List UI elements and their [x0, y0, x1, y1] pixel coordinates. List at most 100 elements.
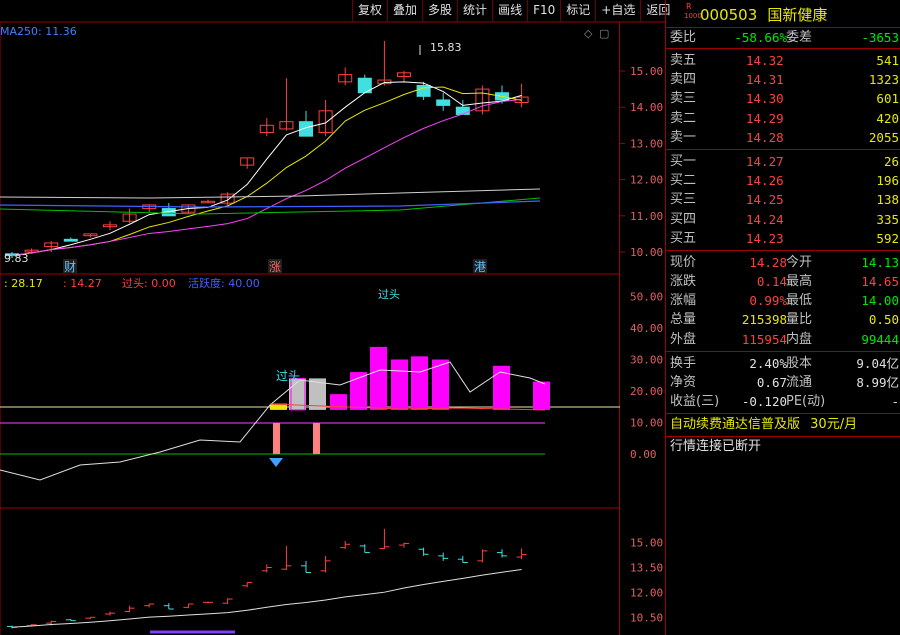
ask-price: 14.31 [746, 72, 784, 88]
ma250-label: MA250: 11.36 [0, 25, 77, 38]
candle-body [103, 224, 117, 228]
ask-price: 14.29 [746, 110, 784, 126]
indicator-cut-label: 过头 [378, 288, 400, 301]
candle-body [24, 249, 39, 253]
indicator-bar [533, 381, 550, 410]
finance-row: 净资 0.67 流通 8.99亿 [666, 373, 900, 392]
diff-label: 委差 [786, 30, 813, 45]
quote-value: 0.99% [749, 293, 787, 309]
promo-banner[interactable]: 自动续费通达信普及版 30元/月 [666, 414, 900, 438]
toolbar-button-5[interactable]: F10 [527, 0, 561, 21]
indicator-annotation: 过头 [276, 369, 300, 383]
toolbar-button-6[interactable]: 标记 [560, 0, 596, 21]
candle-body [338, 74, 353, 83]
bid-qty: 592 [876, 230, 899, 246]
indicator-bar [270, 403, 287, 410]
candle-body [455, 106, 470, 115]
ask-qty: 2055 [868, 129, 899, 145]
chart-toolbar: 复权 叠加 多股 统计 画线 F10 标记 +自选 返回 [352, 0, 676, 22]
candle-body [240, 157, 255, 166]
ask-row: 卖三 14.30 601 [666, 89, 900, 108]
finance-value: -0.120 [741, 394, 787, 410]
finance-label: 流通 [786, 375, 813, 390]
quote-label: 总量 [670, 312, 697, 328]
indicator-bar-outline [290, 377, 306, 411]
finance-label: 股本 [786, 355, 813, 371]
ask-label: 卖二 [670, 110, 697, 126]
bid-label: 买五 [670, 230, 697, 246]
diamond-icon [269, 458, 283, 467]
bid-row: 买三 14.25 138 [666, 190, 900, 209]
finance-value: 9.04亿 [856, 355, 899, 371]
finance-label: 净资 [670, 375, 697, 390]
quote-row: 总量 215398 量比 0.50 [666, 310, 900, 329]
bid-row: 买四 14.24 335 [666, 210, 900, 229]
candle-body [220, 193, 235, 204]
price-axis-label: 12.00 [630, 174, 663, 187]
event-marker-bg [268, 259, 282, 273]
price-axis-label: 15.00 [630, 65, 663, 78]
bottom-axis-label: 15.00 [630, 537, 663, 550]
indicator-legend: : 28.17 [4, 277, 43, 290]
toolbar-button-0[interactable]: 复权 [352, 0, 388, 21]
event-marker: 财 [64, 260, 76, 274]
stock-name: 国新健康 [767, 6, 828, 24]
indicator-bar [309, 378, 326, 410]
toolbar-button-3[interactable]: 统计 [457, 0, 493, 21]
quote-label: 量比 [786, 312, 813, 328]
finance-row: 收益(三) -0.120 PE(动) - [666, 392, 900, 411]
finance-label: 收益(三) [670, 394, 720, 410]
bid-row: 买一 14.27 26 [666, 152, 900, 171]
event-marker-bg [63, 259, 77, 273]
candle-body [201, 200, 215, 204]
order-ratio: 委比 -58.66% 委差 -3653 [666, 28, 900, 49]
ask-qty: 1323 [868, 72, 899, 88]
candle-body [436, 99, 451, 106]
indicator-axis-label: 50.00 [630, 291, 663, 304]
quote-label: 外盘 [670, 331, 697, 347]
toolbar-button-2[interactable]: 多股 [422, 0, 458, 21]
bid-row: 买五 14.23 592 [666, 229, 900, 248]
indicator-bar [493, 365, 510, 410]
signal-bar [313, 423, 320, 454]
ratio-label: 委比 [670, 30, 697, 45]
long-ma-line [0, 188, 541, 199]
indicator-legend: 活跃度: 40.00 [188, 276, 260, 290]
bid-label: 买三 [670, 192, 697, 208]
finance-label: 换手 [670, 355, 697, 371]
promo-text: 自动续费通达信普及版 [670, 417, 801, 433]
connection-status: 行情连接已断开 [670, 439, 762, 455]
candle-body [318, 110, 333, 134]
bid-price: 14.27 [746, 153, 784, 169]
bid-qty: 138 [876, 192, 899, 208]
toolbar-button-7[interactable]: +自选 [595, 0, 641, 21]
stock-badge-sub: 1000 [684, 12, 702, 20]
quote-label: 最低 [786, 293, 813, 309]
kline-chart-area[interactable]: 15.00 14.00 13.00 12.00 11.00 10.00 MA250: 11.… [0, 0, 665, 635]
toolbar-button-8[interactable]: 返回 [640, 0, 676, 21]
quote-label: 最高 [786, 274, 813, 290]
ask-label: 卖一 [670, 129, 697, 145]
quote-label: 现价 [670, 254, 697, 270]
bid-row: 买二 14.26 196 [666, 171, 900, 190]
bid-levels: 买一 14.27 26 买二 14.26 196 买三 14.25 138 买四 14.24 335 买… [666, 150, 900, 251]
indicator-legend: : 14.27 [63, 277, 102, 290]
event-marker-bg [473, 259, 487, 273]
indicator-line [269, 403, 546, 411]
moving-average-line [11, 81, 522, 257]
candle-body [299, 121, 313, 137]
quote-value: 215398 [741, 312, 787, 328]
ask-row: 卖二 14.29 420 [666, 109, 900, 128]
ask-price: 14.32 [746, 53, 784, 68]
toolbar-button-1[interactable]: 叠加 [387, 0, 423, 21]
low-price-label: 9.83 [4, 252, 29, 265]
candle-body [63, 238, 78, 242]
ask-qty: 420 [876, 110, 899, 126]
quote-row: 涨幅 0.99% 最低 14.00 [666, 291, 900, 310]
bottom-ma-line [11, 569, 522, 628]
bid-price: 14.23 [746, 230, 784, 246]
ask-qty: 601 [876, 91, 899, 107]
toolbar-button-4[interactable]: 画线 [492, 0, 528, 21]
indicator-bar [330, 394, 347, 410]
candle-body [122, 213, 137, 222]
